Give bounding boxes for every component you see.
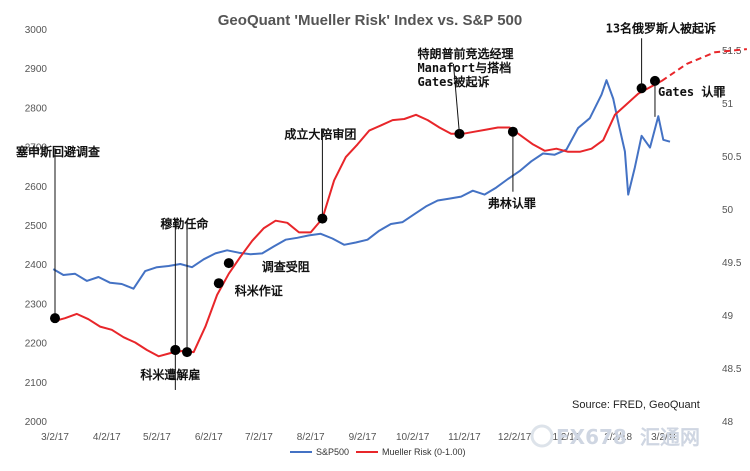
x-tick-label: 11/2/17 bbox=[448, 432, 481, 443]
x-tick-label: 1/2/18 bbox=[552, 432, 580, 443]
left-tick-label: 2500 bbox=[25, 221, 48, 232]
event-label: 科米作证 bbox=[235, 283, 283, 298]
event-label: 科米遭解雇 bbox=[140, 367, 200, 382]
left-tick-label: 2900 bbox=[25, 64, 48, 75]
event-marker bbox=[507, 126, 518, 137]
event-marker bbox=[170, 344, 181, 355]
x-tick-label: 10/2/17 bbox=[396, 432, 430, 443]
event-label: 调查受阻 bbox=[262, 259, 310, 274]
left-axis-ticks: 2000 2100 2200 2300 2400 2500 2600 2700 2800 2900… bbox=[25, 25, 48, 428]
event-label-line: 特朗普前竞选经理 bbox=[417, 46, 513, 61]
event-label-line: 科米作证 bbox=[235, 283, 283, 298]
event-marker bbox=[50, 313, 60, 324]
event-label-line: 成立大陪审团 bbox=[284, 127, 356, 142]
event-marker bbox=[223, 258, 234, 269]
chart-title: GeoQuant 'Mueller Risk' Index vs. S&P 50… bbox=[218, 12, 522, 29]
left-tick-label: 2200 bbox=[25, 339, 48, 350]
event-label-line: Manafort与搭档 bbox=[417, 60, 511, 75]
right-tick-label: 49 bbox=[722, 311, 734, 322]
event-label-line: 穆勒任命 bbox=[160, 216, 209, 231]
event-marker bbox=[182, 347, 193, 358]
x-tick-label: 9/2/17 bbox=[349, 432, 377, 443]
series-line-1 bbox=[53, 80, 663, 358]
event-label-line: 弗林认罪 bbox=[488, 196, 536, 211]
x-axis-ticks: 3/2/17 4/2/17 5/2/17 6/2/17 7/2/17 8/2/17 9/2/… bbox=[41, 432, 679, 443]
left-tick-label: 2000 bbox=[25, 417, 48, 428]
x-tick-label: 8/2/17 bbox=[297, 432, 325, 443]
legend-label: Mueller Risk (0-1.00) bbox=[382, 447, 466, 457]
left-tick-label: 2400 bbox=[25, 260, 48, 271]
event-marker bbox=[317, 213, 328, 224]
x-tick-label: 3/2/18 bbox=[651, 432, 679, 443]
event-label-line: 调查受阻 bbox=[262, 259, 310, 274]
event-stem bbox=[452, 63, 460, 134]
watermark: FX678 汇通网 bbox=[530, 424, 700, 449]
series-line-2 bbox=[661, 48, 747, 82]
series-line-0 bbox=[52, 79, 671, 290]
left-tick-label: 2100 bbox=[25, 378, 48, 389]
left-tick-label: 2600 bbox=[25, 182, 48, 193]
right-tick-label: 49.5 bbox=[722, 258, 742, 269]
right-tick-label: 50 bbox=[722, 205, 734, 216]
event-label-line: Gates被起诉 bbox=[417, 74, 489, 89]
series-lines bbox=[52, 48, 747, 358]
left-tick-label: 2300 bbox=[25, 299, 48, 310]
x-tick-label: 5/2/17 bbox=[143, 432, 171, 443]
right-tick-label: 48.5 bbox=[722, 364, 742, 375]
x-tick-label: 4/2/17 bbox=[93, 432, 121, 443]
left-tick-label: 2800 bbox=[25, 103, 48, 114]
right-tick-label: 51 bbox=[722, 99, 734, 110]
event-marker bbox=[213, 278, 224, 289]
watermark-text-2: 汇通网 bbox=[640, 425, 700, 449]
event-label: 13名俄罗斯人被起诉 bbox=[606, 20, 716, 35]
legend-label: S&P500 bbox=[316, 447, 349, 457]
x-tick-label: 3/2/17 bbox=[41, 432, 69, 443]
event-label-line: 科米遭解雇 bbox=[140, 367, 200, 382]
event-label-line: 13名俄罗斯人被起诉 bbox=[606, 20, 716, 35]
right-tick-label: 51.5 bbox=[722, 46, 742, 57]
event-label-line: Gates 认罪 bbox=[658, 84, 725, 99]
right-axis-ticks: 48 48.5 49 49.5 50 50.5 51 51.5 bbox=[722, 46, 742, 428]
left-tick-label: 2700 bbox=[25, 143, 48, 154]
left-tick-label: 3000 bbox=[25, 25, 48, 36]
source-note: Source: FRED, GeoQuant bbox=[572, 399, 700, 411]
event-label: 特朗普前竞选经理 Manafort与搭档 Gates被起诉 bbox=[417, 46, 513, 89]
x-tick-label: 6/2/17 bbox=[195, 432, 223, 443]
event-label-line: 塞申斯回避调查 bbox=[16, 144, 101, 159]
x-tick-label: 12/2/17 bbox=[498, 432, 532, 443]
x-tick-label: 2/2/18 bbox=[604, 432, 632, 443]
x-tick-label: 7/2/17 bbox=[245, 432, 273, 443]
event-label: 塞申斯回避调查 bbox=[16, 144, 101, 159]
right-tick-label: 50.5 bbox=[722, 152, 742, 163]
legend: S&P500 Mueller Risk (0-1.00) bbox=[290, 447, 466, 457]
event-label: 弗林认罪 bbox=[488, 196, 536, 211]
event-label: Gates 认罪 bbox=[658, 84, 725, 99]
event-label: 成立大陪审团 bbox=[284, 127, 356, 142]
watermark-text-1: FX678 bbox=[556, 425, 627, 449]
event-label: 穆勒任命 bbox=[160, 216, 209, 231]
right-tick-label: 48 bbox=[722, 417, 734, 428]
